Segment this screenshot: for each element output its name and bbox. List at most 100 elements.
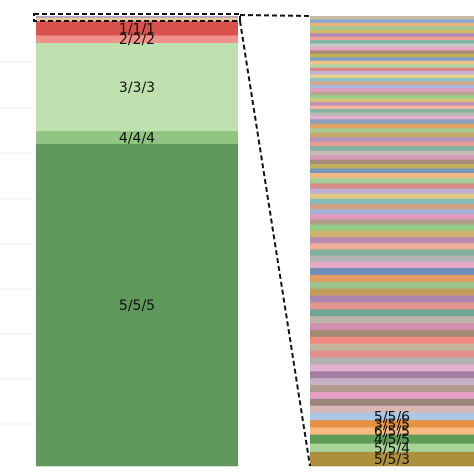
right-bar-segment — [310, 295, 474, 303]
right-bar-segment — [310, 155, 474, 160]
left-stacked-bar — [36, 16, 238, 467]
left-bar-segment-label: 4/4/4 — [119, 131, 155, 147]
right-bar-segment — [310, 336, 474, 345]
right-bar-segment — [310, 219, 474, 225]
right-bar-segment — [310, 224, 474, 232]
right-bar-segment — [310, 115, 474, 120]
right-stacked-bar — [310, 16, 474, 467]
right-bar-segment — [310, 98, 474, 103]
left-bar-segment-label: 1/1/1 — [119, 21, 155, 37]
right-bar-segment — [310, 255, 474, 263]
right-bar-segment — [310, 77, 474, 82]
right-bar-segment — [310, 203, 474, 210]
right-bar-segment — [310, 81, 474, 86]
right-bar-segment — [310, 451, 474, 467]
left-bar-segment-label: 2/2/2 — [119, 32, 155, 48]
right-bar-segment — [310, 74, 474, 79]
right-bar-segment-label: 3/5/5 — [374, 417, 410, 433]
right-bar-segment — [310, 302, 474, 310]
left-bar-segment-label: 3/3/3 — [119, 80, 155, 96]
right-bar-segment — [310, 46, 474, 51]
right-bar-segment — [310, 53, 474, 58]
right-bar-segment — [310, 123, 474, 129]
right-bar-segment — [310, 29, 474, 34]
right-bar-segment — [310, 214, 474, 220]
right-bar-segment — [310, 50, 474, 55]
right-bar-segment — [310, 230, 474, 238]
right-bar-segment — [310, 357, 474, 365]
right-bar-segment — [310, 33, 474, 37]
right-bar-segment — [310, 274, 474, 283]
right-bar-segment — [310, 412, 474, 421]
right-bar-segment — [310, 268, 474, 276]
left-bar-segment — [36, 43, 238, 132]
right-bar-segment — [310, 249, 474, 256]
right-bar-segment — [310, 119, 474, 125]
left-bar-segment — [36, 16, 238, 19]
right-bar-segment — [310, 102, 474, 106]
right-bar-segment — [310, 57, 474, 62]
right-bar-segment-label: 5/5/3 — [374, 452, 410, 468]
right-bar-segment — [310, 209, 474, 215]
right-bar-segment — [310, 150, 474, 156]
left-bar-segment — [36, 131, 238, 145]
right-bar-segment-label: 4/5/5 — [374, 432, 410, 448]
right-bar-segment — [310, 40, 474, 44]
right-bar-segment — [310, 243, 474, 250]
right-bar-segment — [310, 350, 474, 358]
left-bar-segment-label: 5/5/5 — [119, 298, 155, 314]
right-bar-segment — [310, 164, 474, 169]
left-bar-segment — [36, 143, 238, 467]
right-bar-segment — [310, 405, 474, 413]
right-bar-segment — [310, 22, 474, 27]
right-bar-segment-label: 6/5/5 — [374, 424, 410, 440]
right-bar-segment — [310, 330, 474, 338]
right-bar-segment — [310, 261, 474, 269]
right-bar-segment — [310, 64, 474, 68]
segment-labels: 1/1/12/2/2 3/3/3 4/4/4 5/5/5 5/5/63/5/56/5/5… — [119, 21, 410, 468]
left-bar-segment — [36, 17, 238, 21]
zoom-connector — [33, 13, 311, 467]
right-bar-segment — [310, 434, 474, 444]
right-bar-segment — [310, 420, 474, 428]
right-bar-segment — [310, 371, 474, 379]
right-bar-segment — [310, 141, 474, 147]
zoom-connector-top — [239, 14, 311, 17]
right-bar-segment — [310, 43, 474, 48]
grid-lines — [0, 61, 34, 425]
right-bar-segment — [310, 378, 474, 386]
right-bar-segment — [310, 60, 474, 65]
right-bar-segment — [310, 19, 474, 24]
right-bar-segment — [310, 91, 474, 96]
right-bar-segment — [310, 108, 474, 113]
right-bar-segment — [310, 71, 474, 75]
right-bar-segment-label: 5/5/6 — [374, 409, 410, 425]
zoom-connector-bottom — [239, 20, 311, 467]
right-bar-segment — [310, 132, 474, 138]
right-bar-segment — [310, 391, 474, 400]
right-bar-segment — [310, 112, 474, 117]
right-bar-segment — [310, 309, 474, 317]
right-bar-segment — [310, 84, 474, 89]
right-bar-segment — [310, 443, 474, 453]
left-bar-segment — [36, 35, 238, 44]
right-bar-segment — [310, 36, 474, 41]
right-bar-segment — [310, 88, 474, 93]
right-bar-segment — [310, 95, 474, 99]
right-bar-segment — [310, 137, 474, 142]
right-bar-segment — [310, 67, 474, 72]
right-bar-segment — [310, 323, 474, 331]
right-bar-segment — [310, 281, 474, 289]
right-bar-segment-label: 5/5/4 — [374, 441, 410, 457]
right-bar-segment — [310, 316, 474, 324]
right-bar-segment — [310, 159, 474, 165]
right-bar-segment — [310, 146, 474, 151]
right-bar-segment — [310, 173, 474, 179]
right-bar-segment — [310, 26, 474, 31]
right-bar-segment — [310, 16, 474, 20]
right-bar-segment — [310, 427, 474, 435]
right-bar-segment — [310, 198, 474, 205]
right-bar-segment — [310, 364, 474, 372]
left-bar-segment — [36, 21, 238, 36]
